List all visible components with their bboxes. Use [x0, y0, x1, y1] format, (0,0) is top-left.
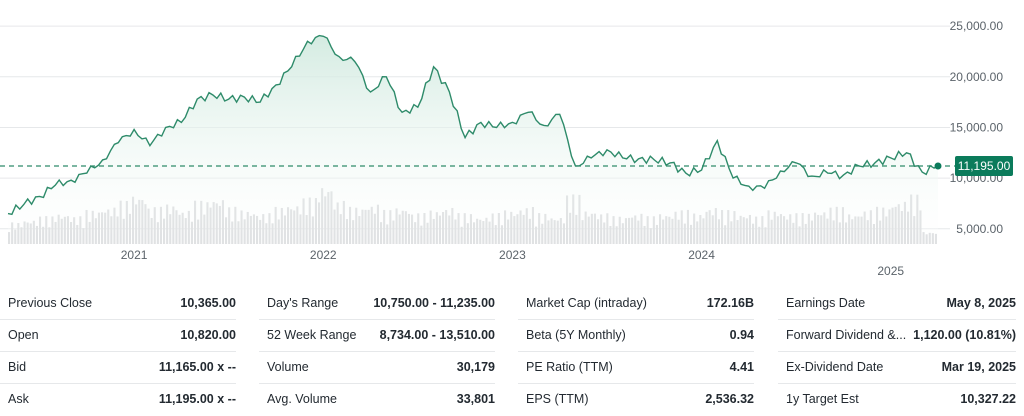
stat-forward-dividend: Forward Dividend &... 1,120.00 (10.81%): [778, 320, 1016, 352]
stat-value: 10,750.00 - 11,235.00: [373, 296, 495, 310]
stat-label: Day's Range: [267, 296, 339, 310]
stat-value: May 8, 2025: [946, 296, 1017, 310]
stats-column-4: Earnings Date May 8, 2025 Forward Dividen…: [778, 288, 1016, 416]
x-tick-label: 2025: [877, 264, 904, 278]
x-tick-label: 2021: [121, 248, 148, 262]
stat-previous-close: Previous Close 10,365.00: [0, 288, 236, 320]
stat-open: Open 10,820.00: [0, 320, 236, 352]
stat-value: 2,536.32: [705, 392, 754, 406]
stat-value: Mar 19, 2025: [941, 360, 1016, 374]
y-tick-label: 15,000.00: [950, 120, 1004, 134]
stat-value: 1,120.00 (10.81%): [913, 328, 1016, 342]
stat-value: 0.94: [729, 328, 754, 342]
stat-label: Forward Dividend &...: [786, 328, 907, 342]
stat-value: 11,165.00 x --: [158, 360, 236, 374]
stat-label: Ex-Dividend Date: [786, 360, 884, 374]
stat-label: Ask: [8, 392, 29, 406]
stat-bid: Bid 11,165.00 x --: [0, 352, 236, 384]
stat-days-range: Day's Range 10,750.00 - 11,235.00: [259, 288, 495, 320]
stat-value: 4.41: [729, 360, 754, 374]
stat-label: 1y Target Est: [786, 392, 859, 406]
stat-ask: Ask 11,195.00 x --: [0, 384, 236, 416]
stat-earnings-date: Earnings Date May 8, 2025: [778, 288, 1016, 320]
y-axis-labels: 25,000.0020,000.0015,000.0010,000.005,00…: [950, 19, 1004, 236]
x-tick-label: 2023: [499, 248, 526, 262]
stat-label: Open: [8, 328, 39, 342]
current-price-dot: [934, 162, 942, 170]
current-price-badge: 11,195.00: [955, 156, 1013, 177]
quote-statistics: Previous Close 10,365.00 Open 10,820.00 Bi…: [0, 288, 1024, 416]
stats-column-1: Previous Close 10,365.00 Open 10,820.00 Bi…: [0, 288, 236, 416]
stat-label: Avg. Volume: [267, 392, 337, 406]
stat-value: 8,734.00 - 13,510.00: [379, 328, 495, 342]
stat-eps: EPS (TTM) 2,536.32: [518, 384, 754, 416]
x-axis-labels: 2021 2022 2023 2024 2025: [121, 248, 905, 278]
stats-column-2: Day's Range 10,750.00 - 11,235.00 52 Week…: [259, 288, 495, 416]
stat-label: PE Ratio (TTM): [526, 360, 613, 374]
stat-value: 33,801: [456, 392, 495, 406]
stat-value: 10,327.22: [960, 392, 1016, 406]
stat-value: 172.16B: [706, 296, 754, 310]
y-tick-label: 25,000.00: [950, 19, 1004, 33]
stat-volume: Volume 30,179: [259, 352, 495, 384]
stat-label: Volume: [267, 360, 309, 374]
price-area: [8, 35, 938, 244]
stat-value: 30,179: [456, 360, 495, 374]
stat-avg-volume: Avg. Volume 33,801: [259, 384, 495, 416]
stat-ex-dividend-date: Ex-Dividend Date Mar 19, 2025: [778, 352, 1016, 384]
stat-label: Beta (5Y Monthly): [526, 328, 626, 342]
stat-pe-ratio: PE Ratio (TTM) 4.41: [518, 352, 754, 384]
stat-1y-target: 1y Target Est 10,327.22: [778, 384, 1016, 416]
x-tick-label: 2022: [310, 248, 337, 262]
stat-beta: Beta (5Y Monthly) 0.94: [518, 320, 754, 352]
stat-label: Earnings Date: [786, 296, 866, 310]
stat-label: Previous Close: [8, 296, 93, 310]
stat-label: Market Cap (intraday): [526, 296, 647, 310]
stat-label: Bid: [8, 360, 27, 374]
y-tick-label: 5,000.00: [956, 222, 1003, 236]
price-line: [7, 34, 939, 216]
stat-value: 10,365.00: [180, 296, 236, 310]
y-tick-label: 20,000.00: [950, 70, 1004, 84]
stat-market-cap: Market Cap (intraday) 172.16B: [518, 288, 754, 320]
stat-label: EPS (TTM): [526, 392, 589, 406]
stat-52-week-range: 52 Week Range 8,734.00 - 13,510.00: [259, 320, 495, 352]
x-tick-label: 2024: [688, 248, 715, 262]
stat-label: 52 Week Range: [267, 328, 357, 342]
stat-value: 11,195.00 x --: [158, 392, 236, 406]
price-chart[interactable]: 25,000.0020,000.0015,000.0010,000.005,00…: [0, 0, 1024, 285]
stats-column-3: Market Cap (intraday) 172.16B Beta (5Y Mo…: [518, 288, 754, 416]
stat-value: 10,820.00: [180, 328, 236, 342]
